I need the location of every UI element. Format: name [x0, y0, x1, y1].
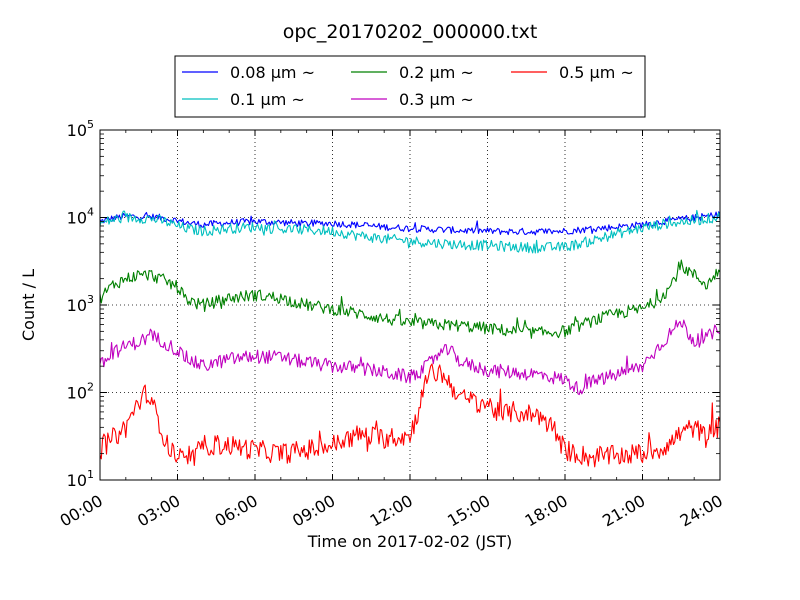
y-tick-label: 105: [67, 118, 94, 140]
legend-label-0-2-m: 0.2 μm ~: [399, 63, 474, 82]
chart-title: opc_20170202_000000.txt: [283, 21, 538, 43]
x-tick-label: 03:00: [134, 491, 183, 531]
series-line-0-08-m: [99, 211, 721, 236]
x-axis-label: Time on 2017-02-02 (JST): [307, 532, 512, 551]
x-tick-label: 12:00: [367, 491, 416, 531]
x-tick-label: 24:00: [677, 491, 726, 531]
x-tick-label: 06:00: [212, 491, 261, 531]
series-line-0-1-m: [99, 209, 721, 254]
legend-label-0-5-m: 0.5 μm ~: [559, 63, 634, 82]
legend-label-0-3-m: 0.3 μm ~: [399, 90, 474, 109]
x-tick-label: 18:00: [522, 491, 571, 531]
y-tick-label: 103: [67, 293, 94, 315]
series-line-0-5-m: [99, 363, 721, 468]
y-axis-label: Count / L: [19, 269, 38, 341]
y-tick-labels: 101 102 103 104 105: [67, 118, 94, 490]
x-tick-labels: 00:00 03:00 06:00 09:00 12:00 15:00 18:00 21:00…: [57, 491, 726, 531]
y-tick-label: 102: [67, 381, 94, 403]
x-tick-label: 21:00: [599, 491, 648, 531]
series-lines: [99, 209, 721, 468]
legend-label-0-1-m: 0.1 μm ~: [230, 90, 305, 109]
y-tick-label: 101: [67, 468, 94, 490]
x-tick-label: 00:00: [57, 491, 106, 531]
series-line-0-3-m: [99, 319, 721, 396]
legend-box: [174, 55, 646, 118]
x-tick-label: 15:00: [444, 491, 493, 531]
x-tick-label: 09:00: [289, 491, 338, 531]
grid: [100, 130, 720, 480]
series-line-0-2-m: [99, 259, 721, 339]
axis-ticks: [99, 129, 721, 481]
legend: 0.08 μm ~ 0.1 μm ~ 0.2 μm ~ 0.3 μm ~ 0.5 μm …: [174, 55, 646, 118]
legend-label-0-08-m: 0.08 μm ~: [230, 63, 315, 82]
y-tick-label: 104: [67, 206, 94, 228]
